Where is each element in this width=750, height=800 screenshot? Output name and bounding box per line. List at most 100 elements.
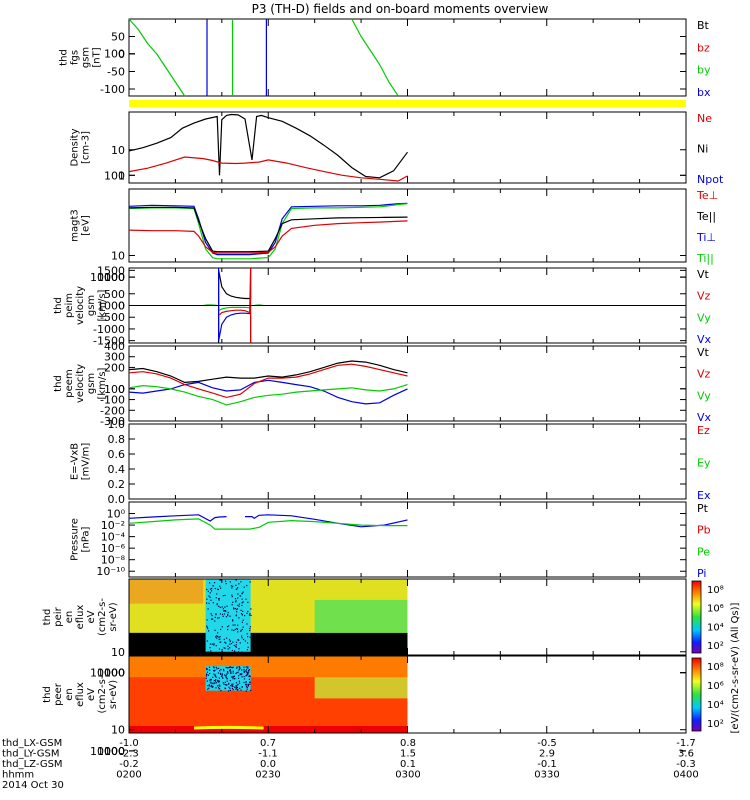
y-axis-label: velocity (75, 286, 86, 325)
spectrogram-noise (235, 682, 238, 684)
spectrogram-noise (214, 675, 217, 677)
spectrogram-noise (247, 667, 249, 669)
spectrogram-noise (215, 666, 217, 668)
footer-value: 2.9 (539, 749, 555, 760)
legend-entry: Ti⊥ (696, 231, 716, 244)
spectrogram-noise (243, 666, 245, 668)
spectrogram-noise (222, 682, 224, 684)
legend-entry: Pi (697, 567, 706, 580)
spectrogram-noise (206, 667, 208, 669)
spectrogram-noise (250, 614, 252, 617)
spectrogram-noise (219, 587, 222, 589)
spectrogram-noise (228, 625, 230, 627)
spectrogram-noise (247, 610, 249, 613)
spectrogram-noise (236, 672, 238, 674)
footer-value: -0.3 (676, 759, 696, 770)
spectrogram-noise (246, 612, 248, 614)
legend-entry: Ne (697, 112, 712, 125)
spectrogram-noise (222, 615, 224, 617)
spectrogram-noise (229, 679, 231, 682)
spectrogram-noise (219, 635, 221, 638)
spectrogram-noise (245, 668, 248, 671)
spectrogram-noise (216, 679, 219, 682)
spectrogram-noise (209, 582, 211, 584)
y-tick-label: 100 (104, 745, 125, 758)
y-axis-label: [eV] (81, 215, 92, 236)
y-axis-label: [km/s] (97, 367, 108, 399)
spectrogram-noise (228, 683, 230, 685)
spectrogram-noise (206, 626, 208, 628)
spectrogram-noise (212, 602, 214, 604)
series-Pi (245, 514, 408, 528)
spectrogram-noise (243, 675, 245, 678)
series-Vy (128, 384, 408, 406)
y-tick-label: -500 (100, 311, 125, 324)
spectrogram-noise (235, 600, 237, 602)
spectrogram-noise (225, 616, 227, 618)
spectrogram-noise (245, 682, 247, 684)
y-axis-label: eV (86, 688, 97, 701)
spectrogram-noise (213, 679, 215, 682)
spectrogram-noise (219, 685, 221, 687)
spectrogram-noise (235, 688, 237, 690)
spectrogram-noise (245, 683, 247, 686)
spectrogram-noise (237, 604, 239, 606)
spectrogram-noise (242, 619, 244, 621)
panel-frame (128, 111, 687, 184)
spectrogram-noise (217, 667, 220, 669)
y-tick-label: 10⁻⁴ (101, 531, 126, 544)
y-tick-label: 10⁰ (107, 508, 126, 521)
y-axis-label: [nPa] (81, 526, 92, 552)
spectrogram-noise (216, 604, 218, 606)
colorbar-tick-label: 10⁸ (707, 585, 724, 596)
y-axis-label: fgs (70, 50, 81, 65)
panel-frame (128, 501, 687, 578)
spectrogram-noise (247, 646, 249, 648)
spectrogram-noise (232, 620, 234, 622)
spectrogram-noise (212, 585, 214, 587)
panel-frame (128, 423, 687, 500)
spectrogram-noise (209, 678, 211, 681)
spectrogram-noise (247, 601, 249, 604)
legend-entry: Ey (697, 457, 711, 470)
spectrogram-noise (247, 669, 250, 672)
spectrogram-noise (209, 592, 211, 594)
y-tick-label: -100 (100, 394, 125, 407)
spectrogram-noise (234, 624, 236, 626)
spectrogram-noise (206, 673, 208, 676)
spectrogram-noise (231, 685, 234, 687)
spectrogram-noise (246, 649, 249, 651)
spectrogram-noise (246, 672, 248, 674)
spectrogram-noise (223, 610, 225, 612)
spectrogram-noise (237, 651, 240, 653)
y-tick-label: 0.8 (108, 433, 126, 446)
spectrogram-noise (240, 581, 242, 583)
spectrogram-noise (235, 588, 237, 590)
series-Te⊥ (128, 220, 408, 254)
spectrogram-noise (211, 682, 213, 684)
y-tick-label: 100 (104, 48, 125, 61)
spectrogram-noise (235, 579, 237, 581)
spectrogram-noise (209, 646, 211, 649)
spectrogram-noise (232, 666, 234, 668)
y-tick-label: 10000 (90, 667, 125, 680)
y-tick-label: -1500 (93, 335, 125, 348)
spectrogram-noise (228, 639, 231, 641)
y-axis-label: thd (42, 686, 53, 703)
spectrogram-noise (249, 613, 251, 615)
y-axis-label: (cm2-s- (97, 598, 108, 636)
spectrogram-noise (233, 629, 235, 632)
spectrogram-noise (237, 587, 239, 589)
spectrogram-noise (213, 644, 215, 646)
spectrogram-noise (226, 680, 228, 682)
spectrogram-noise (227, 613, 229, 616)
footer-value: -0.5 (537, 738, 557, 749)
spectrogram-noise (205, 677, 207, 679)
spectrogram-noise (218, 688, 221, 690)
spectrogram-noise (247, 683, 249, 686)
footer-value: 0230 (255, 770, 280, 781)
spectrogram-noise (232, 601, 234, 603)
spectrogram-noise (219, 585, 221, 587)
spectrogram-noise (235, 672, 237, 675)
y-tick-label: 0.6 (108, 448, 126, 461)
